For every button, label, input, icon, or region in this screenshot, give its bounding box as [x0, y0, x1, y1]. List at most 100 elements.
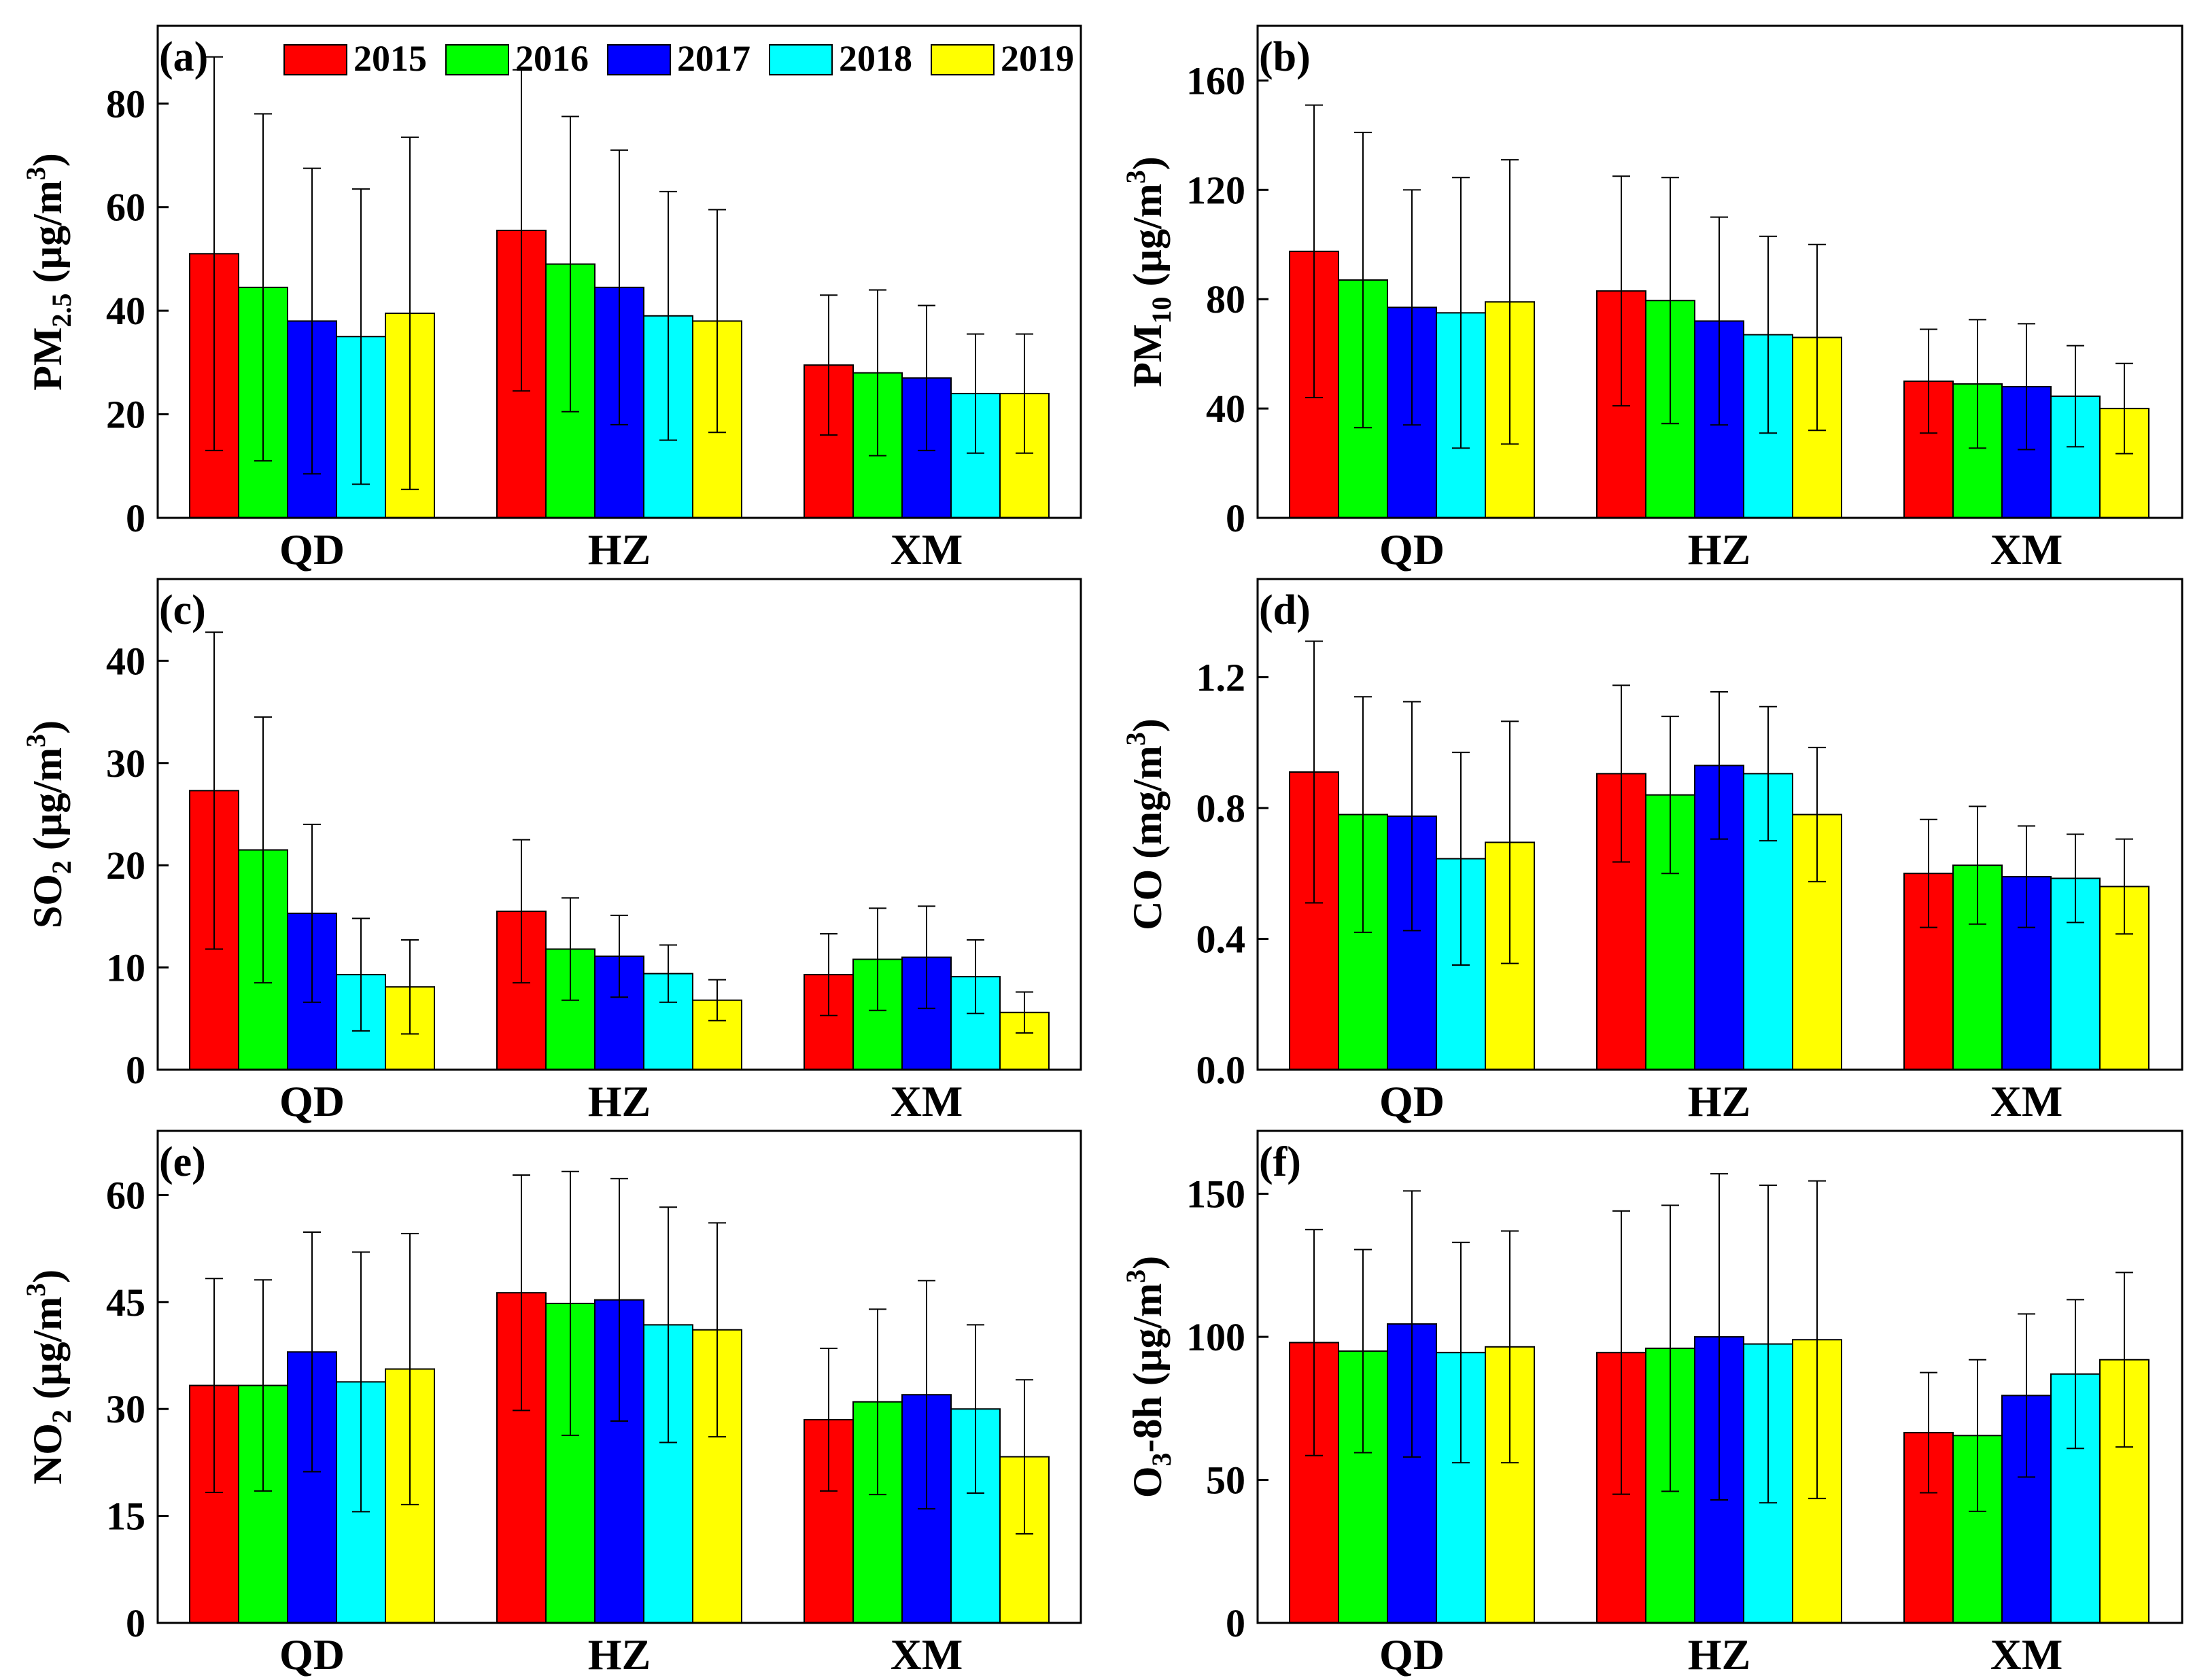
- y-tick-label: 30: [106, 1387, 145, 1431]
- x-category-label: XM: [891, 1077, 963, 1125]
- y-axis-label-part: 2: [46, 860, 77, 874]
- y-axis-label-part: 2.5: [46, 293, 77, 327]
- legend-swatch-2018: [769, 44, 833, 75]
- panel-a: 0 20 40 60 80 QD HZ XM (a) PM2.5​ (µg/m3​): [20, 24, 1082, 574]
- y-axis-label-part: NO: [25, 1423, 70, 1484]
- x-category-label: HZ: [588, 1630, 651, 1679]
- y-tick-label: 60: [106, 1173, 145, 1217]
- panel-label: (a): [159, 34, 208, 80]
- y-axis-label: SO2​ (µg/m3​): [20, 720, 77, 928]
- y-axis-label-part: 3: [1120, 1270, 1151, 1283]
- legend-swatch-2017: [607, 44, 671, 75]
- y-tick-label: 45: [106, 1280, 145, 1325]
- x-category-label: XM: [891, 525, 963, 574]
- y-axis-label-part: ): [1125, 1256, 1170, 1270]
- y-axis-label: PM2.5​ (µg/m3​): [20, 153, 77, 390]
- legend-label-2017: 2017: [677, 38, 750, 79]
- plot-frame: [1256, 1130, 2183, 1624]
- y-axis-label-part: ): [1125, 718, 1170, 732]
- legend: 2015 2016 2017 2018 2019: [283, 38, 1074, 79]
- y-axis-label-part: 10: [1146, 296, 1177, 323]
- y-tick-label: 15: [106, 1494, 145, 1539]
- y-tick-label: 0.4: [1196, 917, 1246, 961]
- y-axis-label-part: -8h (µg/m: [1125, 1283, 1170, 1453]
- panel-d: 0.0 0.4 0.8 1.2 QD HZ XM (d) CO (mg/m3​): [1120, 578, 2183, 1125]
- y-tick-label: 100: [1186, 1315, 1245, 1359]
- y-tick-label: 160: [1186, 58, 1245, 103]
- y-tick-label: 0: [1226, 496, 1245, 540]
- y-tick-label: 0.0: [1196, 1048, 1246, 1092]
- y-axis-label-part: 3: [1146, 1452, 1177, 1466]
- panel-c: 0 10 20 30 40 QD HZ XM (c) SO2​ (µg/m3​): [20, 578, 1082, 1125]
- panel-label: (f): [1259, 1139, 1301, 1185]
- y-axis-label-part: 3: [1120, 732, 1151, 746]
- y-axis-label: NO2​ (µg/m3​): [20, 1270, 77, 1484]
- y-axis-label-part: ): [25, 153, 70, 167]
- panel-label: (c): [159, 587, 206, 633]
- plot-frame: [1256, 24, 2183, 519]
- x-category-label: XM: [1990, 525, 2063, 574]
- plot-frame: [156, 1130, 1082, 1624]
- y-axis-label-part: ): [1125, 156, 1170, 170]
- y-axis-label-part: (µg/m: [25, 748, 70, 860]
- panel-label: (d): [1259, 587, 1311, 633]
- x-category-label: XM: [891, 1630, 963, 1679]
- plot-frame: [1256, 578, 2183, 1071]
- y-tick-label: 120: [1186, 168, 1245, 212]
- x-category-label: QD: [1379, 525, 1445, 574]
- legend-swatch-2019: [931, 44, 995, 75]
- y-axis-label-part: (µg/m: [25, 1297, 70, 1410]
- x-category-label: HZ: [1688, 525, 1750, 574]
- x-category-label: QD: [1379, 1077, 1445, 1125]
- plot-frame: [156, 578, 1082, 1071]
- x-category-label: XM: [1990, 1077, 2063, 1125]
- x-category-label: QD: [1379, 1630, 1445, 1679]
- legend-label-2016: 2016: [515, 38, 589, 79]
- y-axis-label-part: SO: [25, 874, 70, 928]
- y-tick-label: 0: [126, 1601, 145, 1645]
- y-axis-label-part: CO (mg/m: [1125, 746, 1170, 930]
- y-tick-label: 20: [106, 393, 145, 437]
- y-axis-label: CO (mg/m3​): [1120, 718, 1170, 930]
- y-axis-label-part: O: [1125, 1466, 1170, 1498]
- y-axis-label-part: 3: [1120, 170, 1151, 183]
- plot-frame: [156, 24, 1082, 519]
- y-tick-label: 30: [106, 741, 145, 786]
- y-axis-label: PM10​ (µg/m3​): [1120, 156, 1177, 387]
- y-tick-label: 80: [106, 82, 145, 126]
- panel-b: 0 40 80 120 160 QD HZ XM (b) PM10​ (µg/m3​): [1120, 24, 2183, 574]
- legend-label-2018: 2018: [839, 38, 912, 79]
- y-tick-label: 0: [126, 496, 145, 540]
- x-category-label: QD: [279, 1077, 345, 1125]
- x-category-label: HZ: [1688, 1630, 1750, 1679]
- y-tick-label: 20: [106, 843, 145, 888]
- y-tick-label: 150: [1186, 1172, 1245, 1217]
- x-category-label: XM: [1990, 1630, 2063, 1679]
- x-category-label: HZ: [588, 525, 651, 574]
- y-tick-label: 0.8: [1196, 786, 1246, 830]
- y-axis-label-part: 3: [20, 1283, 51, 1297]
- y-axis-label-part: 3: [20, 734, 51, 748]
- y-axis-label-part: PM: [1125, 323, 1170, 387]
- y-axis-label-part: (µg/m: [25, 180, 70, 293]
- y-axis-label-part: 2: [46, 1410, 77, 1423]
- panel-f: 0 50 100 150 QD HZ XM (f) O3​-8h (µg/m3​): [1120, 1130, 2183, 1679]
- bar-hz-2018: [643, 1324, 693, 1624]
- y-tick-label: 1.2: [1196, 655, 1246, 699]
- x-category-label: HZ: [588, 1077, 651, 1125]
- y-tick-label: 10: [106, 946, 145, 990]
- legend-swatch-2016: [445, 44, 509, 75]
- y-axis-label: O3​-8h (µg/m3​): [1120, 1256, 1177, 1498]
- y-tick-label: 40: [106, 639, 145, 683]
- y-tick-label: 60: [106, 186, 145, 230]
- y-axis-label-part: PM: [25, 327, 70, 390]
- y-axis-label-part: 3: [20, 167, 51, 180]
- y-axis-label-part: (µg/m: [1125, 183, 1170, 296]
- x-category-label: HZ: [1688, 1077, 1750, 1125]
- legend-label-2019: 2019: [1001, 38, 1074, 79]
- y-tick-label: 0: [1226, 1601, 1245, 1645]
- bar-hz-2016: [545, 948, 595, 1070]
- y-tick-label: 40: [106, 289, 145, 333]
- y-tick-label: 50: [1206, 1458, 1245, 1503]
